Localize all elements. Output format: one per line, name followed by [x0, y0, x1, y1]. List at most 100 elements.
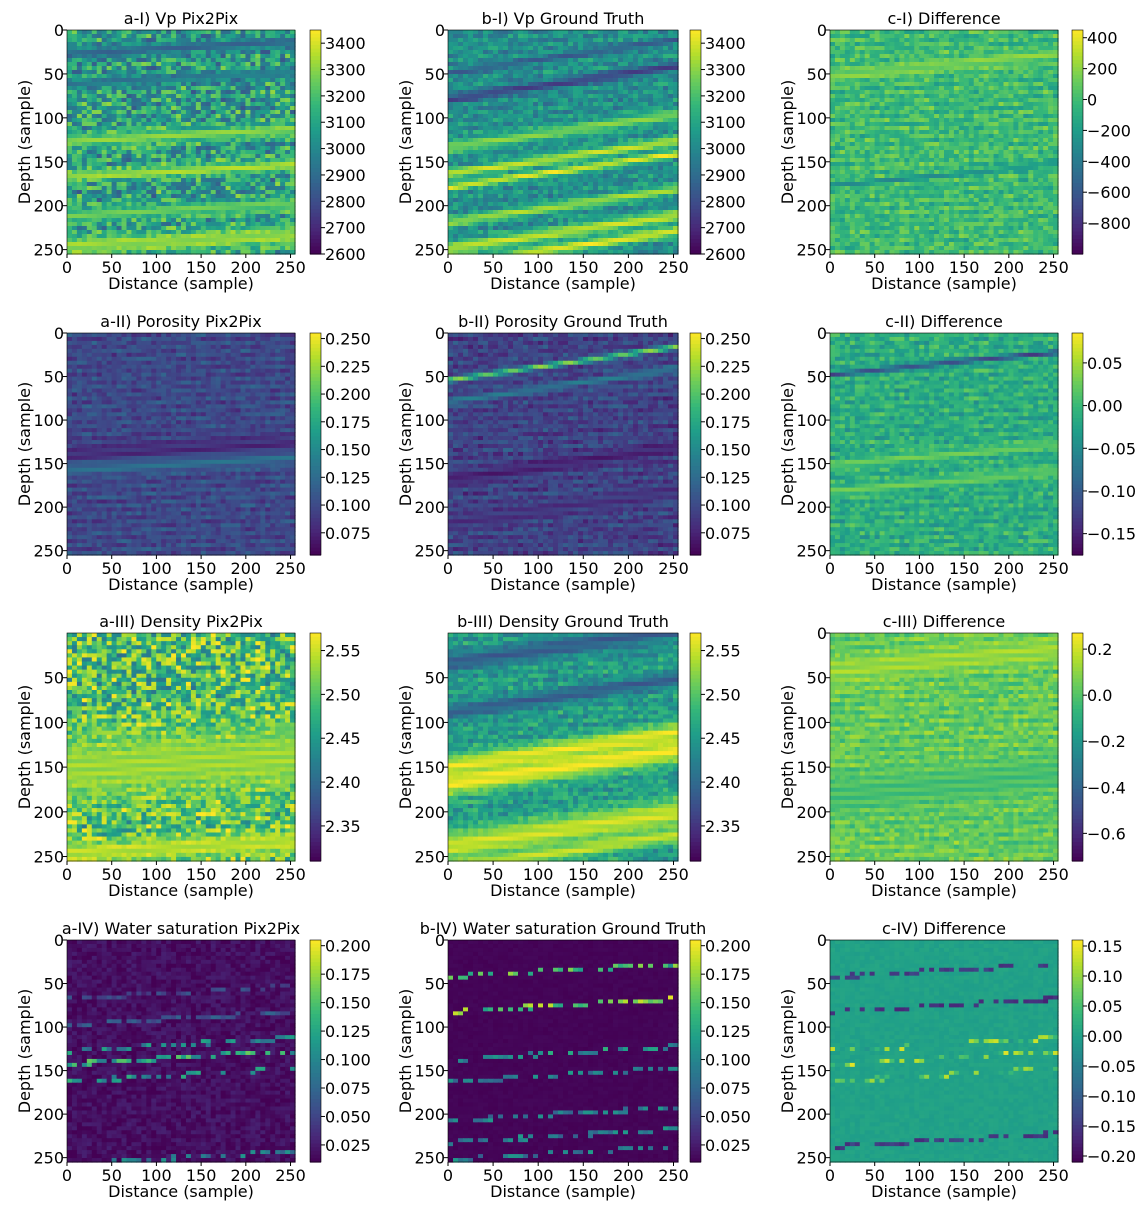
heatmap-cell	[72, 222, 78, 227]
heatmap-cell	[270, 142, 276, 147]
heatmap-cell	[603, 182, 609, 187]
heatmap-cell	[181, 170, 187, 175]
heatmap-cell	[513, 70, 519, 75]
heatmap-cell	[658, 138, 664, 143]
heatmap-cell	[603, 218, 609, 223]
heatmap-cell	[463, 182, 469, 187]
heatmap-cell	[151, 94, 157, 99]
heatmap-cell	[643, 222, 649, 227]
heatmap-cell	[473, 110, 479, 115]
heatmap-cell	[221, 42, 227, 47]
heatmap-cell	[122, 234, 128, 239]
heatmap-cell	[206, 190, 212, 195]
heatmap-cell	[493, 182, 499, 187]
heatmap-cell	[176, 222, 182, 227]
heatmap-cell	[563, 162, 569, 167]
heatmap-cell	[583, 198, 589, 203]
colorbar-step	[310, 168, 321, 172]
heatmap-cell	[553, 190, 559, 195]
heatmap-cell	[593, 82, 599, 87]
heatmap-cell	[613, 110, 619, 115]
heatmap-cell	[141, 114, 147, 119]
heatmap-cell	[72, 74, 78, 79]
heatmap-cell	[558, 218, 564, 223]
heatmap-cell	[513, 54, 519, 59]
heatmap-cell	[87, 82, 93, 87]
heatmap-cell	[206, 30, 212, 35]
heatmap-cell	[211, 206, 217, 211]
heatmap-cell	[613, 174, 619, 179]
heatmap-cell	[191, 202, 197, 207]
heatmap-cell	[538, 178, 544, 183]
heatmap-cell	[191, 154, 197, 159]
heatmap-cell	[92, 114, 98, 119]
heatmap-cell	[518, 134, 524, 139]
heatmap-cell	[231, 194, 237, 199]
heatmap-cell	[275, 142, 281, 147]
heatmap-cell	[538, 134, 544, 139]
heatmap-cell	[112, 134, 118, 139]
heatmap-cell	[513, 62, 519, 67]
heatmap-cell	[126, 126, 132, 131]
heatmap-cell	[468, 178, 474, 183]
heatmap-cell	[240, 210, 246, 215]
heatmap-cell	[578, 214, 584, 219]
heatmap-cell	[543, 178, 549, 183]
heatmap-cell	[122, 174, 128, 179]
heatmap-cell	[468, 94, 474, 99]
heatmap-cell	[245, 162, 251, 167]
heatmap-cell	[488, 42, 494, 47]
heatmap-cell	[523, 50, 529, 55]
heatmap-cell	[260, 122, 266, 127]
heatmap-cell	[553, 54, 559, 59]
heatmap-cell	[518, 122, 524, 127]
heatmap-cell	[201, 206, 207, 211]
heatmap-cell	[181, 166, 187, 171]
heatmap-cell	[72, 78, 78, 83]
heatmap-cell	[473, 162, 479, 167]
heatmap-cell	[275, 162, 281, 167]
heatmap-cell	[285, 118, 291, 123]
heatmap-cell	[191, 94, 197, 99]
heatmap-cell	[107, 242, 113, 247]
heatmap-cell	[588, 186, 594, 191]
heatmap-cell	[578, 202, 584, 207]
heatmap-cell	[638, 206, 644, 211]
heatmap-cell	[255, 126, 261, 131]
heatmap-cell	[563, 206, 569, 211]
heatmap-cell	[538, 142, 544, 147]
heatmap-cell	[588, 114, 594, 119]
heatmap-cell	[260, 186, 266, 191]
heatmap-cell	[265, 90, 271, 95]
heatmap-cell	[638, 146, 644, 151]
heatmap-cell	[623, 78, 629, 83]
heatmap-cell	[558, 162, 564, 167]
heatmap-cell	[171, 138, 177, 143]
heatmap-cell	[663, 134, 669, 139]
heatmap-cell	[603, 158, 609, 163]
heatmap-cell	[563, 154, 569, 159]
heatmap-cell	[588, 190, 594, 195]
heatmap-cell	[623, 190, 629, 195]
heatmap-cell	[226, 146, 232, 151]
heatmap-cell	[633, 54, 639, 59]
heatmap-cell	[82, 78, 88, 83]
heatmap-cell	[117, 162, 123, 167]
heatmap-cell	[191, 158, 197, 163]
heatmap-cell	[613, 218, 619, 223]
heatmap-cell	[97, 198, 103, 203]
heatmap-cell	[658, 78, 664, 83]
heatmap-cell	[112, 110, 118, 115]
heatmap-cell	[623, 186, 629, 191]
heatmap-cell	[583, 82, 589, 87]
heatmap-cell	[196, 50, 202, 55]
heatmap-cell	[186, 190, 192, 195]
heatmap-cell	[548, 198, 554, 203]
heatmap-cell	[186, 114, 192, 119]
heatmap-cell	[126, 194, 132, 199]
heatmap-cell	[166, 78, 172, 83]
heatmap-cell	[473, 102, 479, 107]
heatmap-cell	[216, 122, 222, 127]
heatmap-cell	[583, 38, 589, 43]
heatmap-cell	[638, 222, 644, 227]
